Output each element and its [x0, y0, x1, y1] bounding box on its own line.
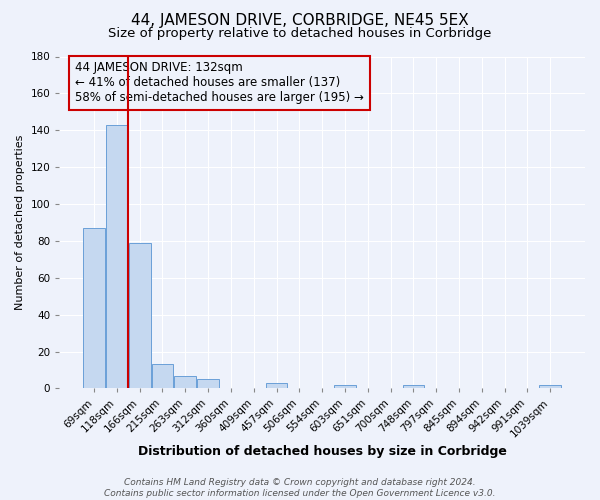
Bar — [539, 385, 561, 388]
Bar — [175, 376, 196, 388]
Y-axis label: Number of detached properties: Number of detached properties — [15, 135, 25, 310]
Bar — [266, 383, 287, 388]
Bar — [334, 385, 356, 388]
X-axis label: Distribution of detached houses by size in Corbridge: Distribution of detached houses by size … — [138, 444, 506, 458]
Bar — [129, 243, 151, 388]
Bar — [197, 379, 219, 388]
Text: Size of property relative to detached houses in Corbridge: Size of property relative to detached ho… — [109, 28, 491, 40]
Bar — [83, 228, 105, 388]
Text: 44, JAMESON DRIVE, CORBRIDGE, NE45 5EX: 44, JAMESON DRIVE, CORBRIDGE, NE45 5EX — [131, 12, 469, 28]
Bar — [106, 124, 128, 388]
Bar — [152, 364, 173, 388]
Text: 44 JAMESON DRIVE: 132sqm
← 41% of detached houses are smaller (137)
58% of semi-: 44 JAMESON DRIVE: 132sqm ← 41% of detach… — [75, 62, 364, 104]
Bar — [403, 385, 424, 388]
Text: Contains HM Land Registry data © Crown copyright and database right 2024.
Contai: Contains HM Land Registry data © Crown c… — [104, 478, 496, 498]
